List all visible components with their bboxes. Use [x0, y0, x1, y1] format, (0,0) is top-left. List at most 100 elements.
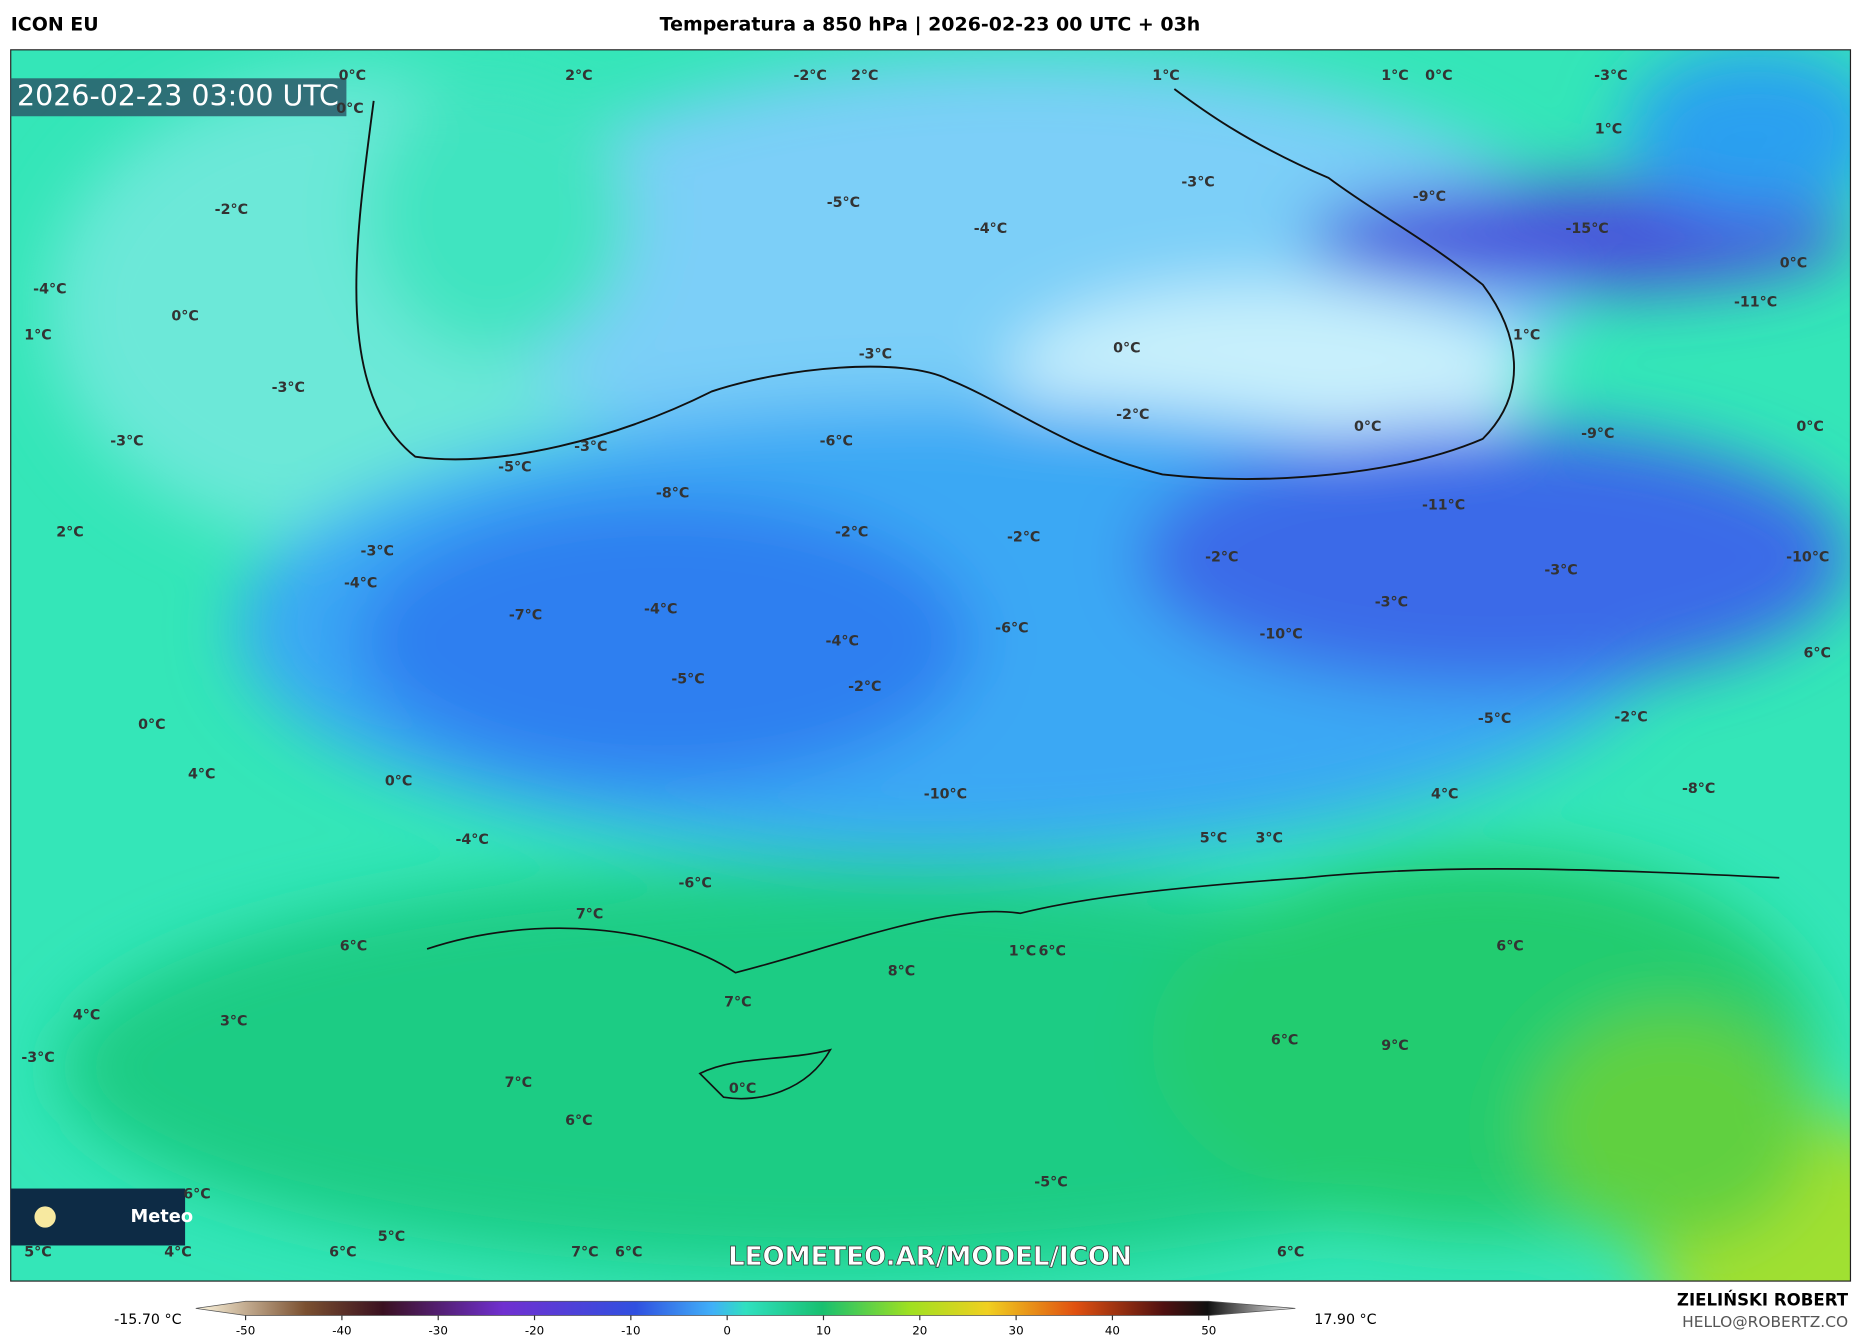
temperature-label: -3°C	[1594, 68, 1627, 84]
temperature-label: -8°C	[1682, 781, 1715, 797]
temperature-label: 6°C	[1038, 943, 1065, 959]
temperature-label: -9°C	[1581, 426, 1614, 442]
email: HELLO@ROBERTZ.CO	[1682, 1313, 1848, 1331]
temperature-label: -3°C	[1181, 175, 1214, 191]
temperature-label: -4°C	[826, 634, 859, 650]
temperature-label: -11°C	[1734, 294, 1777, 310]
temperature-label: 3°C	[1256, 831, 1283, 847]
temperature-label: -5°C	[671, 672, 704, 688]
temperature-label: -2°C	[1007, 529, 1040, 545]
temperature-label: -6°C	[820, 433, 853, 449]
temperature-label: -3°C	[859, 347, 892, 363]
temperature-label: -2°C	[215, 202, 248, 218]
temperature-label: 2°C	[851, 68, 878, 84]
temperature-label: 0°C	[339, 68, 366, 84]
colorbar-tick-label: 30	[1009, 1323, 1024, 1337]
temperature-label: -2°C	[1614, 710, 1647, 726]
temperature-label: -6°C	[678, 876, 711, 892]
temperature-label: -3°C	[1544, 563, 1577, 579]
temperature-label: -9°C	[1413, 189, 1446, 205]
temperature-label: 0°C	[1354, 419, 1381, 435]
temperature-label: -5°C	[498, 459, 531, 475]
temperature-label: 0°C	[336, 101, 363, 117]
temperature-label: 1°C	[1381, 68, 1408, 84]
temperature-label: 4°C	[188, 767, 215, 783]
temperature-label: -3°C	[361, 544, 394, 560]
temperature-label: 5°C	[1200, 831, 1227, 847]
temperature-label: 1°C	[24, 328, 51, 344]
temperature-label: 6°C	[565, 1113, 592, 1129]
temperature-label: 2°C	[565, 68, 592, 84]
temperature-label: -2°C	[848, 679, 881, 695]
colorbar-tick-label: 0	[723, 1323, 731, 1337]
colorbar-tick-label: 10	[816, 1323, 831, 1337]
temperature-label: -2°C	[794, 68, 827, 84]
temperature-label: -4°C	[33, 281, 66, 297]
temperature-label: 0°C	[138, 717, 165, 733]
colorbar-tick-label: -20	[525, 1323, 544, 1337]
temperature-label: 7°C	[571, 1245, 598, 1261]
temperature-label: 0°C	[729, 1081, 756, 1097]
temperature-label: -10°C	[1259, 627, 1302, 643]
map	[10, 49, 1851, 1282]
author: ZIELIŃSKI ROBERT	[1677, 1291, 1849, 1310]
temperature-label: 1°C	[1595, 121, 1622, 137]
temperature-label: -2°C	[835, 525, 868, 541]
temperature-label: 0°C	[1113, 341, 1140, 357]
temperature-label: -11°C	[1422, 497, 1465, 513]
temperature-label: -3°C	[1375, 595, 1408, 611]
legend-max: 17.90 °C	[1314, 1312, 1376, 1328]
temperature-label: -10°C	[924, 787, 967, 803]
colorbar-tick-label: 40	[1105, 1323, 1120, 1337]
temperature-label: -3°C	[21, 1050, 54, 1066]
temperature-label: 0°C	[1425, 68, 1452, 84]
temperature-label: 4°C	[73, 1007, 100, 1023]
temperature-label: 7°C	[505, 1075, 532, 1091]
colorbar-tick-label: 50	[1201, 1323, 1216, 1337]
temperature-label: -8°C	[656, 485, 689, 501]
temperature-label: -4°C	[455, 832, 488, 848]
temperature-label: -4°C	[344, 576, 377, 592]
temperature-label: 1°C	[1152, 68, 1179, 84]
temperature-label: -2°C	[1116, 407, 1149, 423]
temperature-label: 0°C	[171, 309, 198, 325]
temperature-label: 0°C	[385, 774, 412, 790]
colorbar-tick-label: -40	[332, 1323, 351, 1337]
temperature-label: -3°C	[110, 433, 143, 449]
temperature-label: 6°C	[329, 1245, 356, 1261]
temperature-label: 4°C	[164, 1245, 191, 1261]
temperature-label: 7°C	[724, 994, 751, 1010]
temperature-label: 1°C	[1009, 943, 1036, 959]
temperature-label: 2°C	[56, 525, 83, 541]
temperature-label: 5°C	[378, 1229, 405, 1245]
temperature-label: 1°C	[1513, 328, 1540, 344]
colorbar-tick-label: -10	[621, 1323, 640, 1337]
temperature-label: 6°C	[1496, 939, 1523, 955]
temperature-label: 6°C	[615, 1245, 642, 1261]
map-title: Temperatura a 850 hPa | 2026-02-23 00 UT…	[660, 13, 1201, 35]
colorbar-tick-label: 20	[912, 1323, 927, 1337]
model-name: ICON EU	[11, 13, 99, 35]
temperature-label: 6°C	[1271, 1032, 1298, 1048]
temperature-label: 3°C	[220, 1013, 247, 1029]
temperature-label: -7°C	[509, 608, 542, 624]
temperature-label: -3°C	[272, 380, 305, 396]
temperature-label: 9°C	[1381, 1038, 1408, 1054]
temperature-label: 6°C	[1804, 646, 1831, 662]
temperature-label: -5°C	[827, 195, 860, 211]
temperature-label: 6°C	[183, 1186, 210, 1202]
watermark: LEOMETEO.AR/MODEL/ICON	[728, 1242, 1132, 1272]
logo-text: Meteo	[131, 1206, 194, 1227]
colorbar	[195, 1300, 1296, 1316]
temperature-label: -4°C	[644, 602, 677, 618]
temperature-label: -15°C	[1566, 221, 1609, 237]
temperature-label: 0°C	[1796, 419, 1823, 435]
temperature-label: -2°C	[1205, 550, 1238, 566]
legend-min: -15.70 °C	[114, 1312, 181, 1328]
temperature-label: 6°C	[340, 939, 367, 955]
temperature-label: -4°C	[974, 221, 1007, 237]
temperature-label: -5°C	[1034, 1175, 1067, 1191]
temperature-label: -10°C	[1786, 550, 1829, 566]
temperature-label: -6°C	[995, 621, 1028, 637]
